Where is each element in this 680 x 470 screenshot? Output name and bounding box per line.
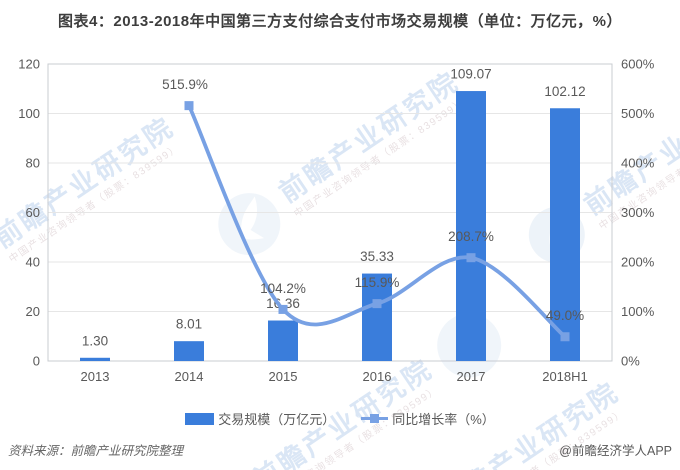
right-axis-tick-label: 300%	[621, 205, 655, 220]
bar	[362, 273, 392, 361]
growth-value-label: 515.9%	[162, 77, 208, 92]
chart-title: 图表4：2013-2018年中国第三方支付综合支付市场交易规模（单位：万亿元，%…	[58, 13, 622, 30]
growth-value-label: 208.7%	[448, 229, 494, 244]
bar-value-label: 35.33	[360, 249, 394, 264]
right-axis-tick-label: 600%	[621, 57, 655, 72]
legend: 交易规模（万亿元） 同比增长率（%）	[0, 409, 680, 428]
x-axis-label: 2015	[269, 369, 298, 384]
footer: 资料来源：前瞻产业研究院整理 @前瞻经济学人APP	[8, 440, 672, 459]
bar-value-label: 102.12	[544, 84, 585, 99]
data-source-note: 资料来源：前瞻产业研究院整理	[8, 444, 184, 458]
legend-label: 交易规模（万亿元）	[218, 412, 336, 427]
bar-value-label: 8.01	[176, 317, 202, 332]
left-axis-tick-label: 60	[26, 205, 40, 220]
left-axis-tick-label: 120	[18, 57, 40, 72]
left-axis-tick-label: 40	[26, 255, 40, 270]
growth-value-label: 104.2%	[260, 281, 306, 296]
right-axis-tick-label: 100%	[621, 304, 655, 319]
line-series-swatch	[361, 414, 389, 423]
right-axis-tick-label: 400%	[621, 156, 655, 171]
line-marker	[372, 299, 382, 309]
left-axis-tick-label: 80	[26, 156, 40, 171]
line-marker	[466, 253, 476, 263]
growth-value-label: 115.9%	[355, 275, 400, 290]
bar-value-label: 1.30	[82, 333, 108, 348]
bar	[268, 320, 298, 361]
bar-value-label: 109.07	[450, 67, 491, 82]
line-marker	[184, 101, 194, 111]
legend-item-growth-rate: 同比增长率（%）	[361, 409, 495, 428]
x-axis-label: 2018H1	[542, 369, 588, 384]
left-axis-tick-label: 100	[18, 106, 40, 121]
legend-label: 同比增长率（%）	[392, 412, 495, 427]
bar	[456, 91, 486, 361]
line-marker	[278, 304, 288, 314]
app-credit: @前瞻经济学人APP	[559, 444, 672, 458]
line-marker	[560, 332, 570, 342]
right-axis-tick-label: 500%	[621, 106, 655, 121]
x-axis-label: 2013	[81, 369, 110, 384]
right-axis-tick-label: 200%	[621, 255, 655, 270]
right-axis-tick-label: 0%	[621, 354, 640, 369]
plot-border	[47, 63, 613, 362]
bar-series-swatch	[185, 412, 215, 425]
left-axis-tick-label: 20	[26, 304, 40, 319]
x-axis-label: 2017	[457, 369, 486, 384]
x-axis-label: 2014	[175, 369, 204, 384]
bar	[80, 357, 110, 361]
x-axis-label: 2016	[363, 369, 392, 384]
legend-item-transaction-scale: 交易规模（万亿元）	[185, 409, 335, 428]
growth-value-label: 49.0%	[546, 308, 584, 323]
left-axis-tick-label: 0	[33, 354, 40, 369]
bar	[174, 341, 204, 361]
